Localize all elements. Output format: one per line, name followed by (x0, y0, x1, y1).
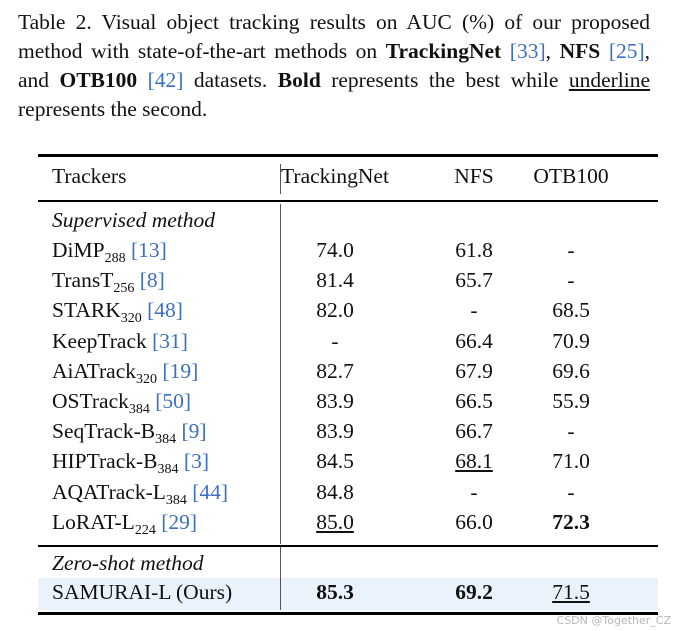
caption-underline-word: underline (568, 68, 651, 92)
value-otb100: 55.9 (552, 389, 590, 413)
header-otb100: OTB100 (533, 164, 609, 188)
citation-link[interactable]: [13] (130, 238, 167, 262)
table-row: KeepTrack [31] - 66.4 70.9 (38, 327, 658, 357)
table-caption: Table 2. Visual object tracking results … (18, 10, 651, 121)
bottom-rule (38, 612, 658, 615)
tracker-name: KeepTrack [31] (52, 328, 188, 353)
value-otb100: 71.0 (552, 449, 590, 474)
table-row-ours: SAMURAI-L (Ours) 85.3 69.2 71.5 (38, 578, 658, 608)
header-row: Trackers TrackingNet NFS OTB100 (38, 162, 658, 192)
tracker-name: DiMP288 [13] (52, 238, 167, 266)
caption-bold-word: Bold (277, 68, 321, 92)
value-nfs: 66.4 (455, 328, 493, 353)
tracker-name: AiATrack320 [19] (52, 358, 199, 387)
value-otb100: 70.9 (552, 328, 590, 353)
value-otb100: - (567, 268, 575, 293)
citation-link[interactable]: [33] (509, 39, 546, 63)
citation-link[interactable]: [19] (162, 358, 199, 383)
ours-highlight (38, 578, 658, 610)
value-nfs: 67.9 (455, 358, 493, 383)
value-nfs: 66.0 (455, 509, 493, 534)
citation-link[interactable]: [3] (183, 449, 209, 474)
tracker-name: TransT256 [8] (52, 268, 165, 297)
table-row: HIPTrack-B384 [3] 84.5 68.1 71.0 (38, 447, 658, 477)
value-trackingnet: 83.9 (316, 389, 354, 413)
value-nfs: - (470, 479, 478, 504)
value-trackingnet: - (331, 328, 339, 353)
citation-link[interactable]: [44] (192, 479, 229, 504)
watermark: CSDN @Together_CZ (556, 614, 671, 627)
value-nfs: 69.2 (455, 580, 493, 604)
value-nfs: 66.5 (455, 389, 493, 413)
table-row: AiATrack320 [19] 82.7 67.9 69.6 (38, 357, 658, 387)
value-trackingnet: 82.7 (316, 358, 354, 383)
value-trackingnet: 83.9 (316, 419, 354, 444)
tracker-name: SAMURAI-L (Ours) (52, 580, 233, 604)
table-row: SeqTrack-B384 [9] 83.9 66.7 - (38, 417, 658, 447)
section-supervised: Supervised method (52, 208, 216, 232)
value-otb100: - (567, 479, 575, 504)
tracker-name: SeqTrack-B384 [9] (52, 419, 207, 448)
value-trackingnet: 84.5 (316, 449, 354, 474)
value-otb100: 69.6 (552, 358, 590, 383)
caption-trackingnet: TrackingNet (385, 39, 502, 63)
header-divider (280, 164, 281, 194)
value-nfs: - (470, 298, 478, 323)
value-nfs: 61.8 (455, 238, 493, 262)
table-row: STARK320 [48] 82.0 - 68.5 (38, 296, 658, 326)
citation-link[interactable]: [42] (147, 68, 184, 92)
section-zeroshot: Zero-shot method (52, 551, 204, 575)
value-trackingnet: 74.0 (316, 238, 354, 262)
ours-divider (280, 578, 281, 610)
header-rule (38, 200, 658, 202)
citation-link[interactable]: [48] (147, 298, 183, 323)
value-trackingnet: 82.0 (316, 298, 354, 323)
value-otb100: 68.5 (552, 298, 590, 323)
value-otb100: - (567, 419, 575, 444)
caption-nfs: NFS (559, 39, 601, 63)
citation-link[interactable]: [8] (139, 268, 165, 293)
value-otb100: 71.5 (552, 580, 590, 604)
table-row: DiMP288 [13] 74.0 61.8 - (38, 236, 658, 266)
tracker-name: LoRAT-L224 [29] (52, 509, 198, 538)
value-otb100: 72.3 (552, 509, 590, 534)
tracker-name: HIPTrack-B384 [3] (52, 449, 209, 478)
citation-link[interactable]: [9] (181, 419, 207, 444)
results-table: Trackers TrackingNet NFS OTB100 Supervis… (38, 154, 658, 617)
table-row: AQATrack-L384 [44] 84.8 - - (38, 478, 658, 508)
section-rule (38, 545, 658, 547)
table-row: LoRAT-L224 [29] 85.0 66.0 72.3 (38, 508, 658, 538)
value-trackingnet: 81.4 (316, 268, 354, 293)
top-rule (38, 154, 658, 157)
header-trackingnet: TrackingNet (281, 164, 389, 188)
header-trackers: Trackers (52, 164, 127, 188)
tracker-name: AQATrack-L384 [44] (52, 479, 229, 508)
value-trackingnet: 85.3 (316, 580, 354, 604)
table-row: OSTrack384 [50] 83.9 66.5 55.9 (38, 387, 658, 417)
citation-link[interactable]: [31] (152, 328, 188, 353)
tracker-name: OSTrack384 [50] (52, 389, 192, 417)
tracker-name: STARK320 [48] (52, 298, 183, 327)
body-divider (280, 204, 281, 544)
value-trackingnet: 85.0 (316, 509, 354, 534)
citation-link[interactable]: [25] (608, 39, 645, 63)
value-nfs: 68.1 (455, 449, 493, 474)
caption-otb: OTB100 (59, 68, 138, 92)
value-nfs: 66.7 (455, 419, 493, 444)
value-nfs: 65.7 (455, 268, 493, 293)
value-trackingnet: 84.8 (316, 479, 354, 504)
value-otb100: - (567, 238, 575, 262)
citation-link[interactable]: [29] (161, 509, 198, 534)
citation-link[interactable]: [50] (155, 389, 192, 413)
header-nfs: NFS (454, 164, 494, 188)
table-row: TransT256 [8] 81.4 65.7 - (38, 266, 658, 296)
